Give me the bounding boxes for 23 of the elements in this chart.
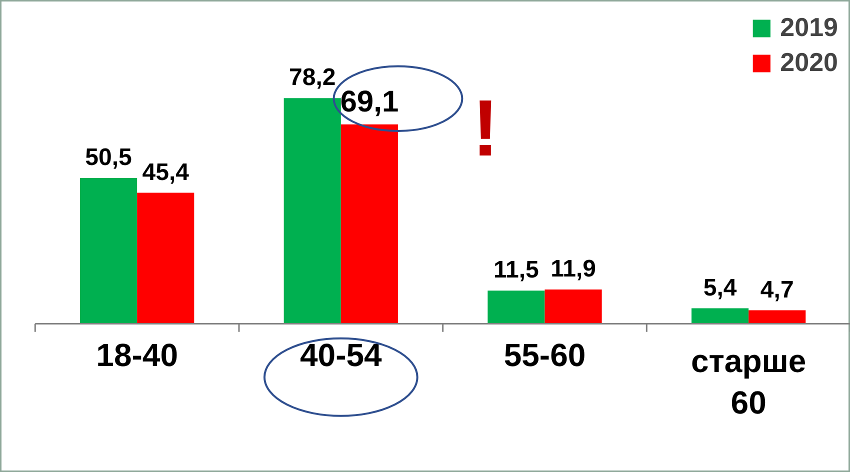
bar xyxy=(544,289,602,324)
bar xyxy=(748,310,806,324)
data-label: 4,7 xyxy=(760,276,794,304)
bar xyxy=(692,308,749,324)
x-tick-label: 40-54 xyxy=(300,337,382,374)
bar xyxy=(340,124,398,324)
x-tick-label: 18-40 xyxy=(96,337,178,374)
bar xyxy=(80,178,138,324)
bar xyxy=(488,290,545,324)
data-label: 11,9 xyxy=(550,256,596,283)
data-label: 50,5 xyxy=(85,144,132,172)
x-tick-label: старше 60 xyxy=(690,343,806,421)
data-label: 69,1 xyxy=(340,85,399,118)
legend-label: 2020 xyxy=(780,47,838,78)
bar xyxy=(284,98,341,324)
data-label: 11,5 xyxy=(494,256,539,284)
legend-label: 2019 xyxy=(780,12,838,43)
x-tick-label: 55-60 xyxy=(504,337,586,374)
bar xyxy=(137,192,194,324)
data-label: 45,4 xyxy=(142,158,190,186)
data-label: 78,2 xyxy=(289,64,336,92)
data-label: 5,4 xyxy=(703,274,738,302)
annotation: ! xyxy=(472,84,499,172)
